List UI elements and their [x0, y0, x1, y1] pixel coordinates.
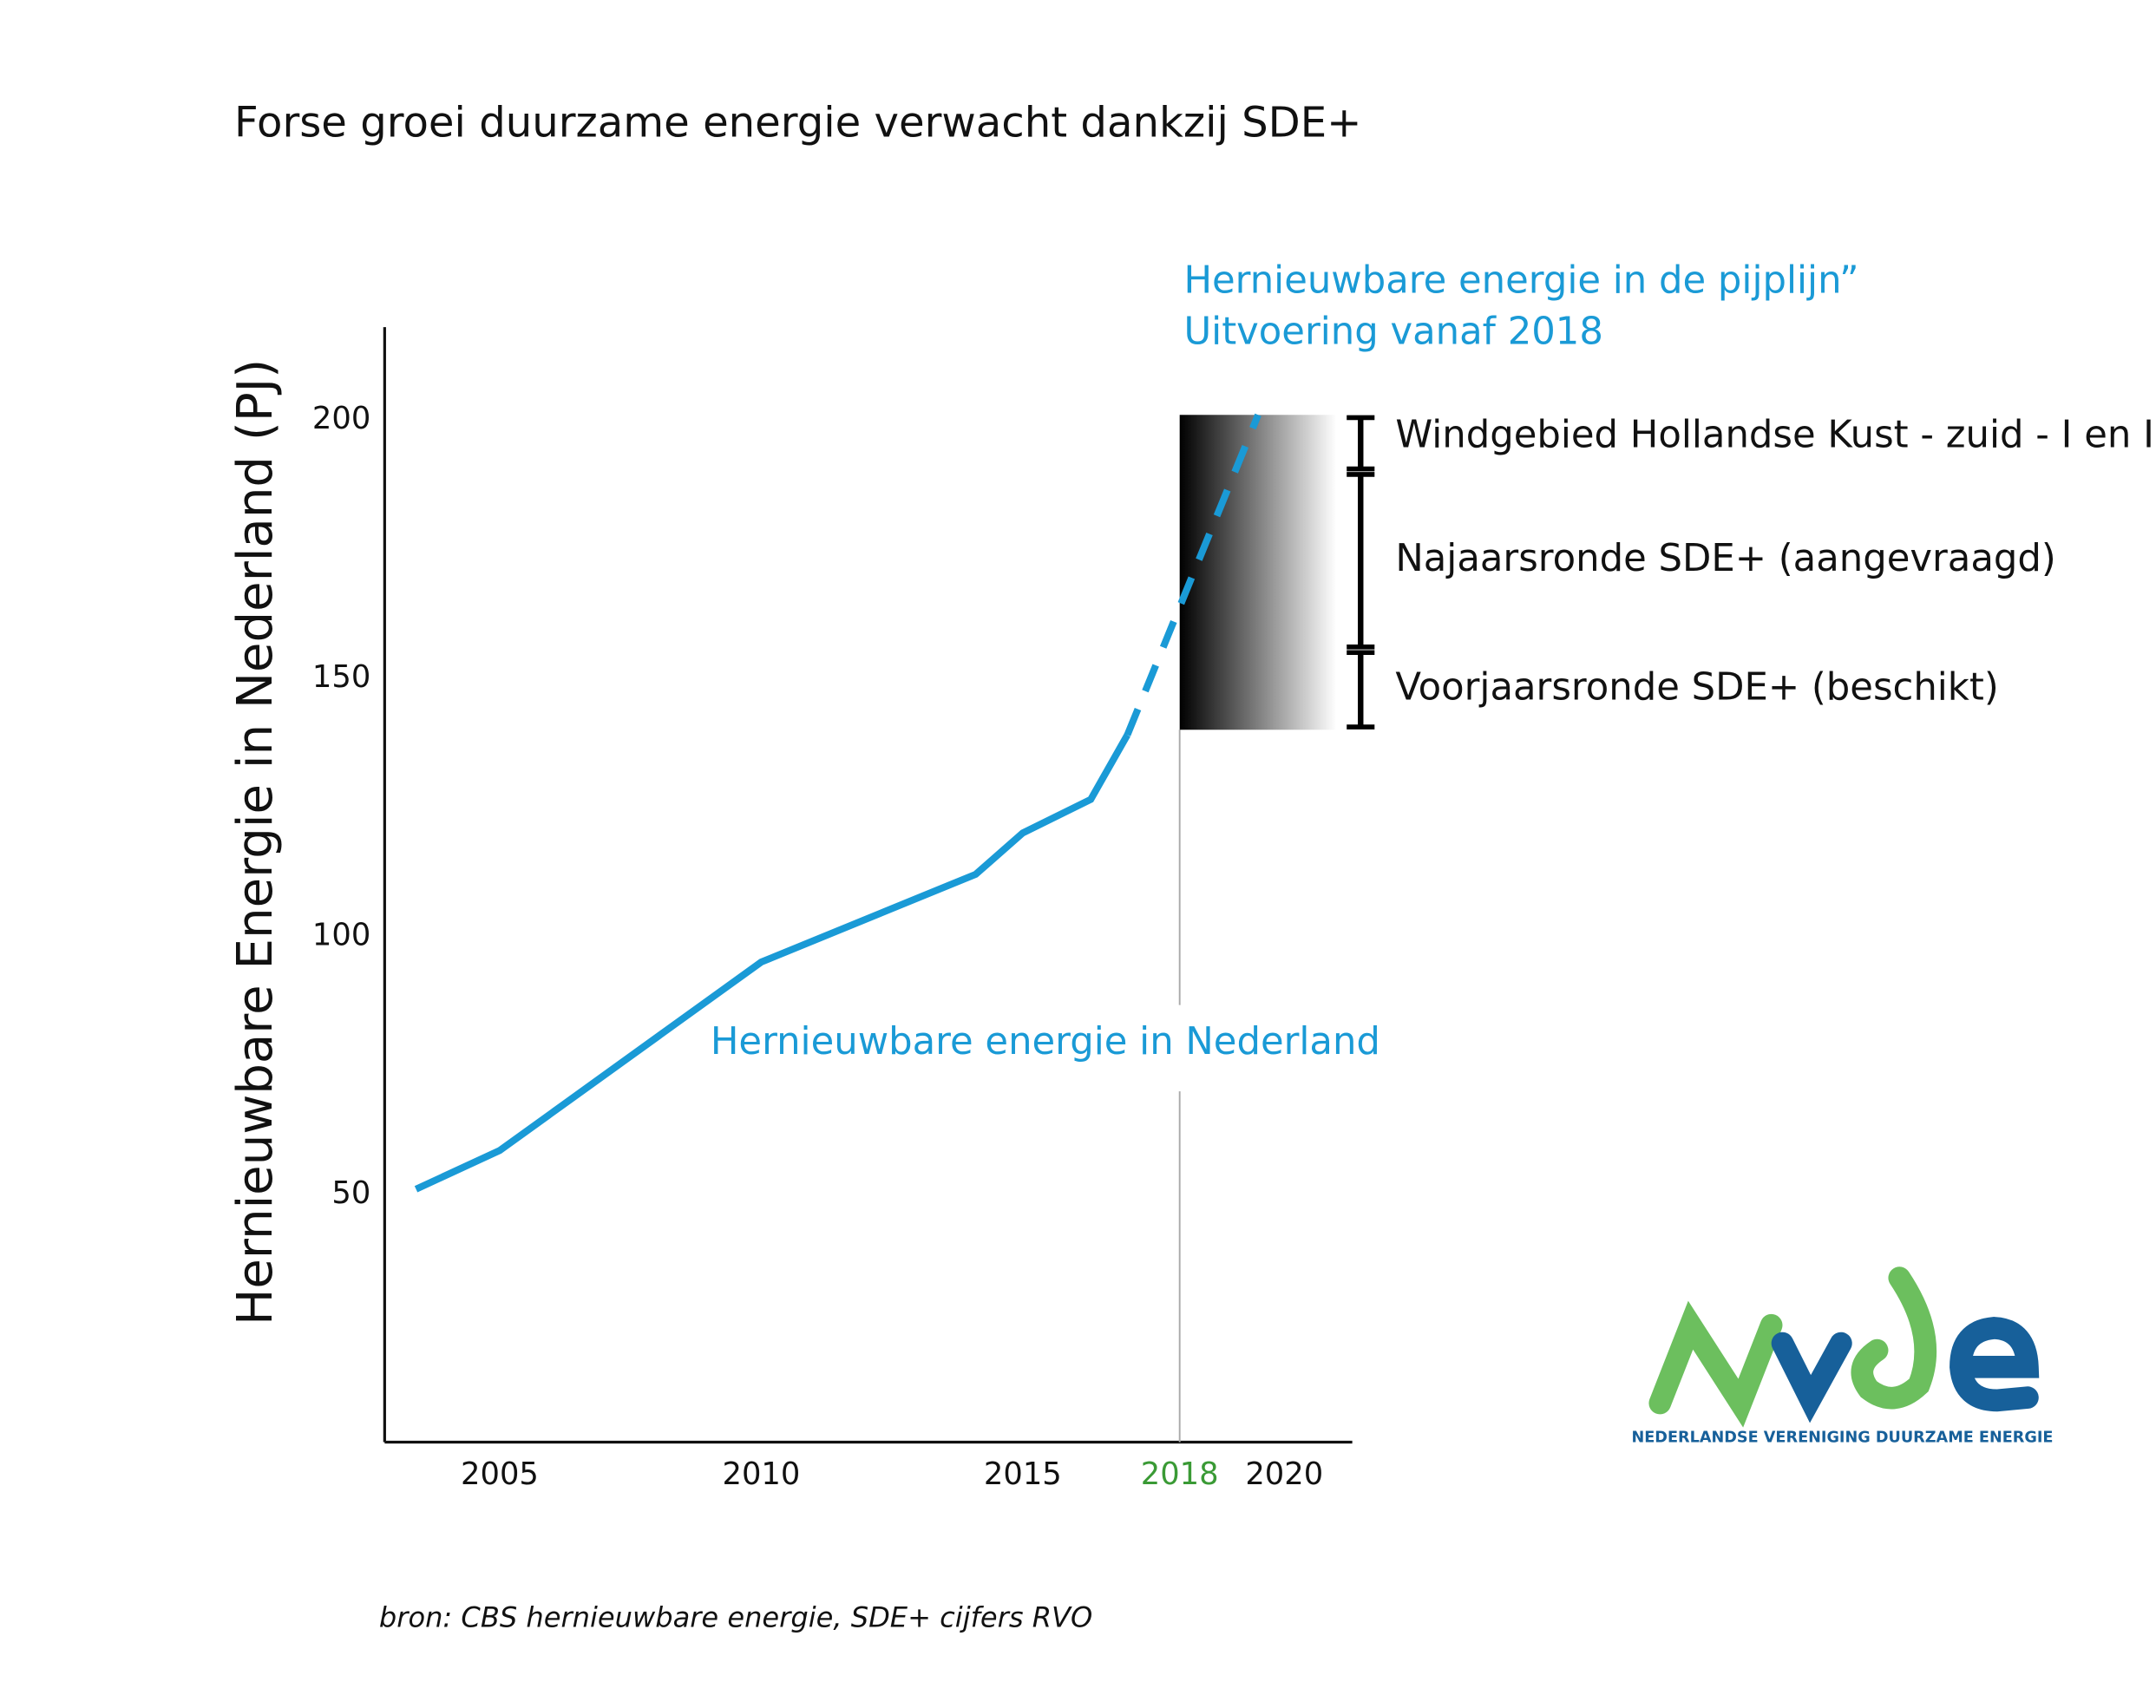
bracket: [1347, 472, 1375, 650]
pipeline-box: [1179, 415, 1337, 730]
logo-tagline: NEDERLANDSE VERENIGING DUURZAME ENERGIE: [1631, 1430, 2053, 1447]
series-label: Hernieuwbare energie in de pijplijn”: [1183, 258, 1858, 302]
bracket-label: Windgebied Hollandse Kust - zuid - I en …: [1395, 413, 2156, 456]
series-line: [414, 733, 1130, 1193]
x-tick-label: 2005: [461, 1456, 539, 1492]
y-tick-label: 50: [331, 1175, 370, 1211]
x-tick-label: 2020: [1245, 1456, 1323, 1492]
y-tick-label: 200: [312, 401, 370, 436]
bracket: [1347, 415, 1375, 472]
series-line: [1124, 413, 1261, 736]
y-tick-label: 150: [312, 659, 370, 695]
label-background: [1163, 1005, 1205, 1092]
logo: [1648, 1266, 2040, 1428]
x-tick-label: 2010: [722, 1456, 800, 1492]
x-tick-label: 2018: [1141, 1456, 1219, 1492]
bracket: [1347, 650, 1375, 730]
logo-d: [1851, 1266, 1937, 1410]
x-tick-label: 2015: [984, 1456, 1062, 1492]
bracket-label: Najaarsronde SDE+ (aangevraagd): [1395, 537, 2055, 580]
source-note: bron: CBS hernieuwbare energie, SDE+ cij…: [379, 1600, 1092, 1633]
chart-title: Forse groei duurzame energie verwacht da…: [234, 98, 1361, 147]
logo-n: [1648, 1300, 1783, 1428]
series-label: Hernieuwbare energie in Nederland: [711, 1020, 1380, 1063]
bracket-label: Voorjaarsronde SDE+ (beschikt): [1395, 666, 1998, 710]
logo-v: [1771, 1332, 1852, 1423]
y-tick-label: 100: [312, 917, 370, 952]
logo-e: [1950, 1317, 2040, 1412]
y-axis-label: Hernieuwbare Energie in Nederland (PJ): [227, 359, 284, 1325]
annotation: Uitvoering vanaf 2018: [1183, 311, 1602, 354]
